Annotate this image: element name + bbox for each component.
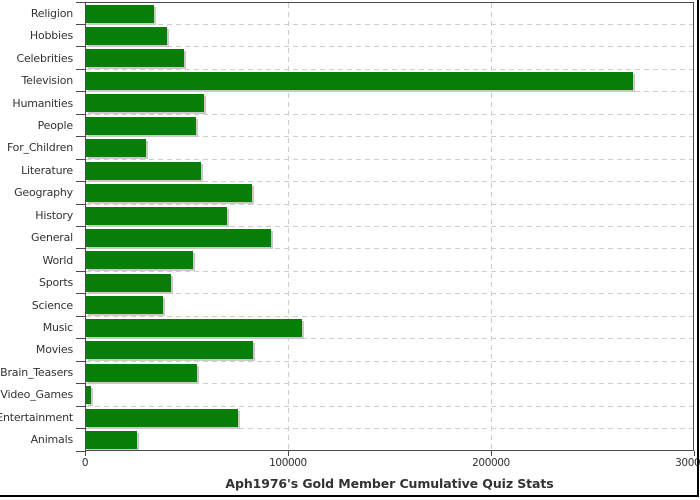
- gridline-horizontal: [86, 46, 693, 48]
- category-label-science: Science: [31, 298, 73, 312]
- bar-people: [86, 116, 196, 135]
- category-label-general: General: [31, 231, 73, 245]
- gridline-horizontal: [86, 226, 693, 227]
- bar-movies: [86, 341, 254, 360]
- gridline-horizontal: [86, 360, 693, 362]
- x-axis-tick: [84, 451, 86, 456]
- gridline-horizontal: [86, 68, 693, 70]
- bar-for_children: [86, 139, 146, 158]
- bar-history: [86, 206, 228, 225]
- bar-science: [86, 296, 164, 315]
- category-label-celebrities: Celebrities: [16, 51, 73, 65]
- y-axis-tick: [76, 338, 85, 340]
- y-axis-tick: [76, 158, 85, 160]
- gridline-horizontal: [86, 203, 693, 205]
- gridline-horizontal: [86, 181, 693, 183]
- bar-hobbies: [86, 26, 168, 45]
- bar-music: [86, 318, 303, 337]
- chart-title: Aph1976's Gold Member Cumulative Quiz St…: [225, 476, 554, 491]
- x-axis-tick: [490, 451, 492, 456]
- bar-geography: [86, 184, 253, 203]
- x-tick-label: 0: [81, 457, 89, 469]
- gridline-horizontal: [86, 405, 693, 407]
- category-label-literature: Literature: [21, 163, 73, 177]
- bar-animals: [86, 431, 137, 450]
- bar-literature: [86, 161, 201, 180]
- category-label-humanities: Humanities: [12, 96, 73, 110]
- category-label-history: History: [35, 208, 73, 222]
- bar-entertainment: [86, 408, 239, 427]
- category-label-hobbies: Hobbies: [29, 29, 73, 43]
- y-axis-tick: [76, 248, 85, 250]
- y-axis-tick: [76, 383, 85, 385]
- bar-video_games: [86, 386, 92, 405]
- y-axis-tick: [76, 1, 85, 3]
- bar-sports: [86, 273, 172, 292]
- category-label-entertainment: Entertainment: [0, 410, 73, 424]
- x-tick-label: 300000: [675, 457, 700, 469]
- y-axis-tick: [76, 405, 85, 407]
- x-axis-tick: [693, 451, 695, 456]
- gridline-horizontal: [86, 136, 693, 138]
- y-axis-tick: [76, 360, 85, 362]
- y-axis-tick: [76, 136, 85, 138]
- x-axis-tick: [287, 451, 289, 456]
- category-label-for_children: For_Children: [6, 141, 73, 155]
- category-label-sports: Sports: [38, 276, 73, 290]
- y-axis-tick: [76, 293, 85, 295]
- y-axis-tick: [76, 46, 85, 48]
- y-axis-tick: [76, 226, 85, 227]
- y-axis-tick: [76, 270, 85, 272]
- bar-brain_teasers: [86, 363, 197, 382]
- bar-world: [86, 251, 193, 270]
- y-axis-tick: [76, 113, 85, 115]
- bar-television: [86, 71, 634, 90]
- category-label-movies: Movies: [35, 343, 73, 357]
- gridline-horizontal: [86, 315, 693, 317]
- image-edge-bottom: [0, 495, 699, 497]
- y-axis-tick: [76, 203, 85, 205]
- gridline-horizontal: [86, 270, 693, 272]
- gridline-horizontal: [86, 428, 693, 430]
- gridline-horizontal: [86, 158, 693, 160]
- y-axis-tick: [76, 428, 85, 430]
- gridline-horizontal: [86, 383, 693, 385]
- y-axis-tick: [76, 450, 85, 452]
- gridline-horizontal: [86, 338, 693, 340]
- image-edge-right: [697, 0, 699, 497]
- y-axis-tick: [76, 68, 85, 70]
- gridline-horizontal: [86, 113, 693, 115]
- category-label-television: Television: [21, 74, 74, 88]
- x-tick-label: 100000: [269, 457, 307, 469]
- bar-humanities: [86, 94, 204, 113]
- category-label-world: World: [42, 253, 73, 267]
- category-label-video_games: Video_Games: [0, 388, 73, 402]
- category-label-brain_teasers: Brain_Teasers: [0, 365, 73, 379]
- category-label-music: Music: [42, 321, 74, 335]
- category-label-religion: Religion: [30, 6, 73, 20]
- gridline-horizontal: [86, 248, 693, 250]
- y-axis-tick: [76, 91, 85, 93]
- bar-religion: [86, 4, 155, 23]
- gridline-horizontal: [86, 91, 693, 93]
- category-label-people: People: [37, 118, 74, 132]
- category-label-animals: Animals: [30, 433, 74, 447]
- category-label-geography: Geography: [14, 186, 73, 200]
- bar-general: [86, 229, 271, 247]
- y-axis-tick: [76, 23, 85, 25]
- x-tick-label: 200000: [472, 457, 510, 469]
- gridline-horizontal: [86, 23, 693, 25]
- y-axis-tick: [76, 181, 85, 183]
- bar-celebrities: [86, 49, 185, 68]
- y-axis-tick: [76, 315, 85, 317]
- gridline-horizontal: [86, 293, 693, 295]
